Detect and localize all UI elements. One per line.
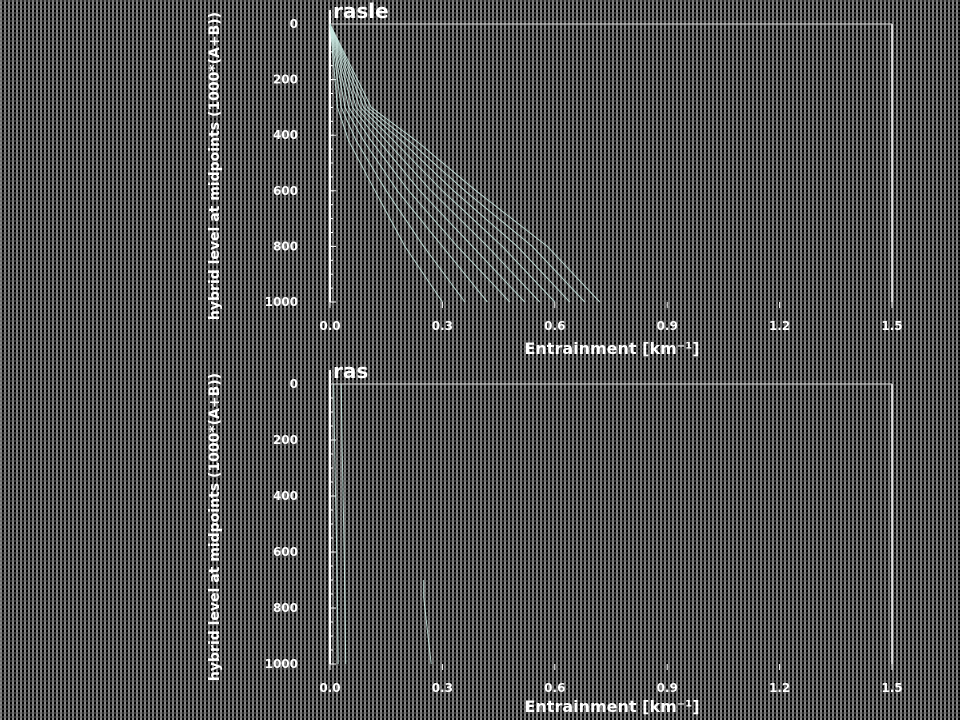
series-line: [329, 23, 571, 303]
series-line: [329, 23, 556, 303]
x-tick-label: 0.0: [319, 319, 340, 333]
y-tick-label: 0: [290, 377, 298, 391]
x-tick-label: 1.2: [769, 681, 790, 695]
x-tick-label: 0.3: [432, 681, 453, 695]
series-line: [340, 383, 347, 665]
y-tick-label: 200: [273, 73, 298, 87]
y-tick-label: 600: [273, 184, 298, 198]
x-tick-label: 1.5: [881, 319, 902, 333]
x-tick-labels: 0.0 0.3 0.6 0.9 1.2 1.5: [319, 302, 903, 333]
y-axis-title: hybrid level at midpoints (1000*(A+B)): [207, 12, 223, 320]
series-line: [329, 23, 541, 303]
y-tick-label: 1000: [265, 295, 298, 309]
y-axis-title: hybrid level at midpoints (1000*(A+B)): [207, 373, 223, 681]
series-line: [333, 383, 339, 665]
y-tick-labels: 0 200 400 600 800 1000: [265, 17, 336, 309]
series-line: [329, 23, 466, 303]
x-tick-label: 0.6: [544, 681, 565, 695]
x-tick-label: 0.0: [319, 681, 340, 695]
y-tick-label: 800: [273, 239, 298, 253]
x-axis-title: Entrainment [km⁻¹]: [524, 697, 699, 716]
y-tick-labels: 0 200 400 600 800 1000: [265, 377, 336, 671]
series-lines: [329, 23, 601, 303]
y-tick-label: 600: [273, 545, 298, 559]
series-line: [329, 23, 586, 303]
x-tick-label: 1.5: [881, 681, 902, 695]
y-tick-label: 0: [290, 17, 298, 31]
x-tick-label: 0.9: [657, 681, 678, 695]
axes-frame: [329, 370, 893, 664]
axes-frame: [329, 10, 893, 302]
series-lines: [333, 383, 432, 665]
panel-title: rasle: [333, 0, 389, 23]
series-line: [329, 23, 526, 303]
x-axis-title: Entrainment [km⁻¹]: [524, 339, 699, 358]
chart-panel-bottom: ras Entrainment [km⁻¹] hybrid level at m…: [207, 359, 903, 716]
y-tick-label: 800: [273, 601, 298, 615]
x-tick-label: 0.6: [544, 319, 565, 333]
x-tick-label: 0.9: [657, 319, 678, 333]
series-line: [329, 23, 511, 303]
series-line: [329, 23, 601, 303]
chart-panel-top: rasle Entrainment [km⁻¹] hybrid level at…: [207, 0, 903, 358]
x-tick-labels: 0.0 0.3 0.6 0.9 1.2 1.5: [319, 664, 903, 695]
y-tick-label: 1000: [265, 657, 298, 671]
series-line: [329, 23, 488, 303]
y-tick-label: 200: [273, 433, 298, 447]
x-tick-label: 1.2: [769, 319, 790, 333]
x-tick-label: 0.3: [432, 319, 453, 333]
series-line: [423, 580, 432, 665]
y-tick-label: 400: [273, 489, 298, 503]
series-line: [329, 23, 443, 303]
y-tick-label: 400: [273, 128, 298, 142]
panel-title: ras: [333, 359, 368, 383]
